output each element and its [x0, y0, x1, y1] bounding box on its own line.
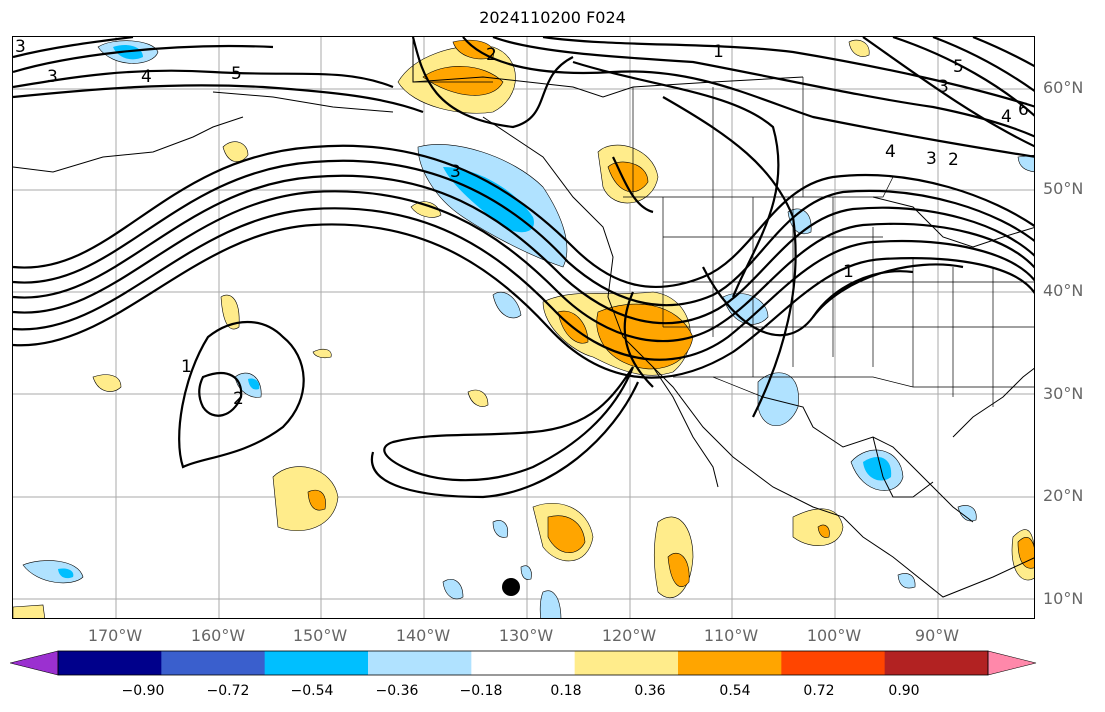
contour-label: 4 [141, 67, 152, 87]
graticule [13, 37, 1034, 618]
colorbar-extend-low [10, 650, 59, 676]
coastlines [13, 37, 1034, 598]
storm-center-marker [502, 578, 520, 596]
colorbar-tick-label: 0.90 [888, 683, 920, 699]
colorbar-tick-label: −0.18 [459, 683, 503, 699]
contour-label: 2 [233, 389, 244, 409]
lon-label-160w: 160°W [190, 626, 246, 645]
lat-label-50n: 50°N [1043, 179, 1084, 198]
lon-label-170w: 170°W [87, 626, 143, 645]
contour-label: 3 [47, 67, 58, 87]
colorbar-tick-label: −0.54 [290, 683, 334, 699]
map-title: 2024110200 F024 [479, 8, 626, 27]
lon-label-140w: 140°W [395, 626, 451, 645]
colorbar-segments [58, 651, 989, 675]
lat-label-60n: 60°N [1043, 78, 1084, 97]
colorbar-tick-label: −0.72 [206, 683, 250, 699]
map-panel: 3 3 4 5 2 1 3 1 2 3 4 5 6 4 3 2 1 [12, 36, 1035, 619]
contour-label: 3 [938, 77, 949, 97]
contour-label: 5 [231, 64, 242, 84]
colorbar-tick-label: −0.36 [375, 683, 419, 699]
colorbar-extend-high [987, 650, 1037, 676]
contour-label: 1 [713, 42, 724, 62]
contour-label: 1 [843, 262, 854, 282]
colorbar-tick-label: −0.90 [121, 683, 165, 699]
colorbar-segment [471, 651, 576, 675]
colorbar-tick-label: 0.72 [803, 683, 835, 699]
colorbar [10, 650, 1037, 676]
contour-label: 4 [1001, 107, 1012, 127]
colorbar-segment [574, 651, 679, 675]
state-borders [412, 37, 1034, 407]
lon-label-120w: 120°W [601, 626, 657, 645]
colorbar-segment [161, 651, 266, 675]
colorbar-segment [58, 651, 162, 675]
colorbar-tick-label: 0.54 [719, 683, 751, 699]
lon-label-130w: 130°W [498, 626, 554, 645]
lon-label-110w: 110°W [703, 626, 759, 645]
contour-label: 1 [181, 357, 192, 377]
lon-label-90w: 90°W [914, 626, 960, 645]
contour-label: 3 [450, 162, 461, 182]
contour-label: 4 [885, 142, 896, 162]
anomaly-yellow [13, 39, 1034, 618]
lon-label-150w: 150°W [292, 626, 348, 645]
anomaly-orange [307, 39, 1034, 587]
colorbar-segment [884, 651, 989, 675]
lat-label-40n: 40°N [1043, 281, 1084, 300]
colorbar-outline [57, 650, 989, 676]
colorbar-tick-label: 0.36 [634, 683, 666, 699]
contour-label: 3 [15, 37, 26, 57]
colorbar-segment [678, 651, 782, 675]
colorbar-tick-label: 0.18 [550, 683, 582, 699]
contour-label: 3 [926, 149, 937, 169]
lat-label-20n: 20°N [1043, 486, 1084, 505]
contour-label: 2 [486, 45, 497, 65]
contour-label: 6 [1018, 100, 1029, 120]
colorbar-segment [264, 651, 369, 675]
lat-label-10n: 10°N [1043, 589, 1084, 608]
anomaly-lightblue [22, 40, 1034, 618]
contour-label: 5 [953, 57, 964, 77]
contour-label: 2 [948, 150, 959, 170]
lon-label-100w: 100°W [806, 626, 862, 645]
contour-label-group: 3 3 4 5 2 1 3 1 2 3 4 5 6 4 3 2 1 [15, 37, 1029, 409]
lat-label-30n: 30°N [1043, 384, 1084, 403]
colorbar-segment [368, 651, 472, 675]
map-canvas: 3 3 4 5 2 1 3 1 2 3 4 5 6 4 3 2 1 [13, 37, 1034, 618]
colorbar-segment [781, 651, 886, 675]
contour-lines [13, 37, 1034, 499]
